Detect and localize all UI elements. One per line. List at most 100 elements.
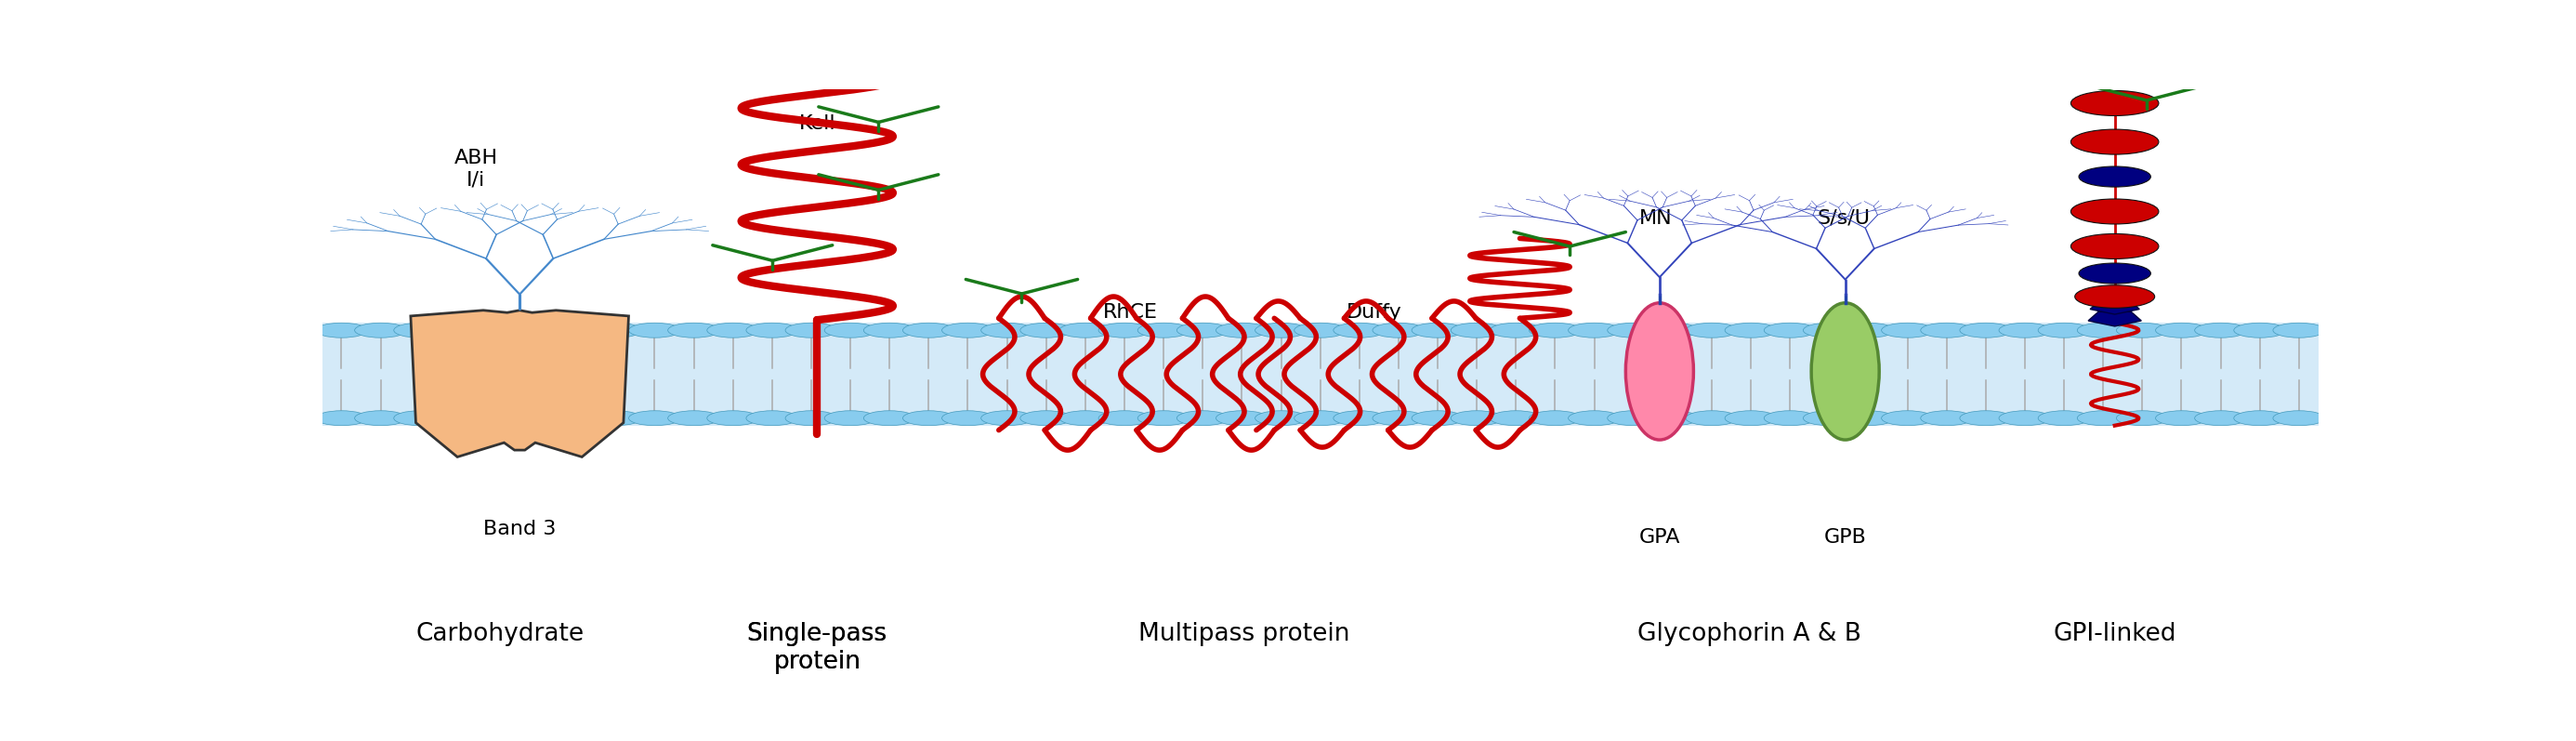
Ellipse shape [1625,303,1692,440]
Circle shape [786,323,837,338]
Circle shape [355,411,407,425]
Circle shape [590,323,641,338]
Circle shape [1607,323,1659,338]
Circle shape [629,323,680,338]
Circle shape [824,323,876,338]
Circle shape [1255,411,1306,425]
Circle shape [2079,167,2151,187]
Circle shape [1059,323,1110,338]
Circle shape [2071,130,2159,154]
Circle shape [314,323,368,338]
Circle shape [510,411,564,425]
Circle shape [1569,323,1620,338]
Circle shape [1412,323,1463,338]
Circle shape [1765,323,1816,338]
Circle shape [1489,323,1543,338]
Text: Single-pass
protein: Single-pass protein [747,622,886,674]
Circle shape [667,323,719,338]
Circle shape [2195,411,2246,425]
Text: GPI-linked: GPI-linked [2053,622,2177,647]
Circle shape [1726,411,1777,425]
Circle shape [824,411,876,425]
Text: RhCE: RhCE [1103,303,1159,322]
Circle shape [2038,411,2089,425]
Circle shape [1922,323,1973,338]
Circle shape [1139,411,1190,425]
Circle shape [1569,411,1620,425]
Circle shape [1685,411,1739,425]
Circle shape [551,411,603,425]
Circle shape [2195,323,2246,338]
Text: Band 3: Band 3 [484,519,556,538]
Text: GPB: GPB [1824,528,1868,547]
Circle shape [2233,411,2285,425]
Circle shape [1842,323,1893,338]
Circle shape [471,323,523,338]
Circle shape [2079,263,2151,284]
Circle shape [747,411,799,425]
Circle shape [1646,411,1698,425]
Circle shape [981,411,1033,425]
Circle shape [706,323,760,338]
Circle shape [1880,323,1935,338]
Circle shape [1216,411,1267,425]
Circle shape [2076,411,2130,425]
Text: Multipass protein: Multipass protein [1139,622,1350,647]
Circle shape [1293,323,1347,338]
Circle shape [1842,411,1893,425]
Circle shape [1960,411,2012,425]
Ellipse shape [1811,303,1880,440]
Circle shape [2074,285,2154,308]
Circle shape [2156,323,2208,338]
Circle shape [1880,411,1935,425]
Circle shape [2272,323,2326,338]
Circle shape [590,411,641,425]
Circle shape [2071,90,2159,116]
Circle shape [1373,323,1425,338]
Circle shape [1334,323,1386,338]
Circle shape [1489,411,1543,425]
Circle shape [471,411,523,425]
Circle shape [1999,323,2050,338]
Circle shape [667,411,719,425]
Text: Kell: Kell [799,115,835,133]
Circle shape [433,323,484,338]
Circle shape [1607,411,1659,425]
Circle shape [943,411,994,425]
Circle shape [1020,323,1072,338]
Circle shape [2117,411,2169,425]
Polygon shape [410,310,629,457]
Text: S/s/U: S/s/U [1816,209,1870,227]
Circle shape [1293,411,1347,425]
Circle shape [1530,411,1582,425]
Circle shape [1922,411,1973,425]
Circle shape [1450,323,1502,338]
Circle shape [2156,411,2208,425]
Text: GPA: GPA [1638,528,1680,547]
Circle shape [510,323,564,338]
Circle shape [394,411,446,425]
Circle shape [943,323,994,338]
Text: Glycophorin A & B: Glycophorin A & B [1638,622,1862,647]
Circle shape [1999,411,2050,425]
Circle shape [786,411,837,425]
Text: Single-pass
protein: Single-pass protein [747,622,886,674]
Circle shape [433,411,484,425]
Text: Carbohydrate: Carbohydrate [415,622,585,647]
Circle shape [355,323,407,338]
Circle shape [1059,411,1110,425]
Circle shape [1177,323,1229,338]
Circle shape [1373,411,1425,425]
Circle shape [1646,323,1698,338]
Circle shape [902,411,956,425]
Circle shape [1139,323,1190,338]
Circle shape [2071,199,2159,224]
Circle shape [2071,233,2159,259]
Circle shape [1450,411,1502,425]
Circle shape [394,323,446,338]
Circle shape [863,411,914,425]
Circle shape [1334,411,1386,425]
Circle shape [747,323,799,338]
Circle shape [1097,323,1151,338]
Circle shape [1412,411,1463,425]
